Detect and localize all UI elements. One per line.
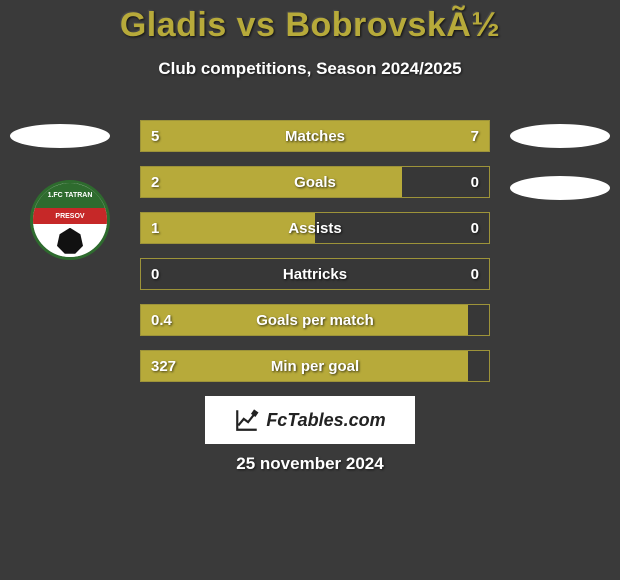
club-left-badge: 1.FC TATRAN PRESOV (30, 180, 110, 260)
player-left-avatar-placeholder (10, 124, 110, 148)
club-right-avatar-placeholder (510, 176, 610, 200)
bar-row: 10Assists (140, 212, 490, 244)
bar-row: 00Hattricks (140, 258, 490, 290)
watermark: FcTables.com (205, 396, 415, 444)
badge-top-text: 1.FC TATRAN (33, 183, 107, 208)
bar-label: Goals (141, 174, 489, 191)
bar-label: Matches (141, 128, 489, 145)
bar-label: Goals per match (141, 312, 489, 329)
player-right-avatar-placeholder (510, 124, 610, 148)
date-text: 25 november 2024 (0, 454, 620, 474)
bar-row: 20Goals (140, 166, 490, 198)
bar-row: 327Min per goal (140, 350, 490, 382)
watermark-text: FcTables.com (266, 410, 385, 431)
bar-label: Hattricks (141, 266, 489, 283)
bar-row: 0.4Goals per match (140, 304, 490, 336)
bar-row: 57Matches (140, 120, 490, 152)
page-title: Gladis vs BobrovskÃ½ (0, 6, 620, 45)
infographic-root: Gladis vs BobrovskÃ½ Club competitions, … (0, 0, 620, 580)
badge-mid-text: PRESOV (33, 208, 107, 224)
page-subtitle: Club competitions, Season 2024/2025 (0, 59, 620, 79)
comparison-bars: 57Matches 20Goals 10Assists 00Hattricks 0.4G… (140, 120, 490, 396)
bar-label: Assists (141, 220, 489, 237)
badge-graphic (33, 224, 107, 257)
watermark-chart-icon (234, 407, 260, 433)
bar-label: Min per goal (141, 358, 489, 375)
